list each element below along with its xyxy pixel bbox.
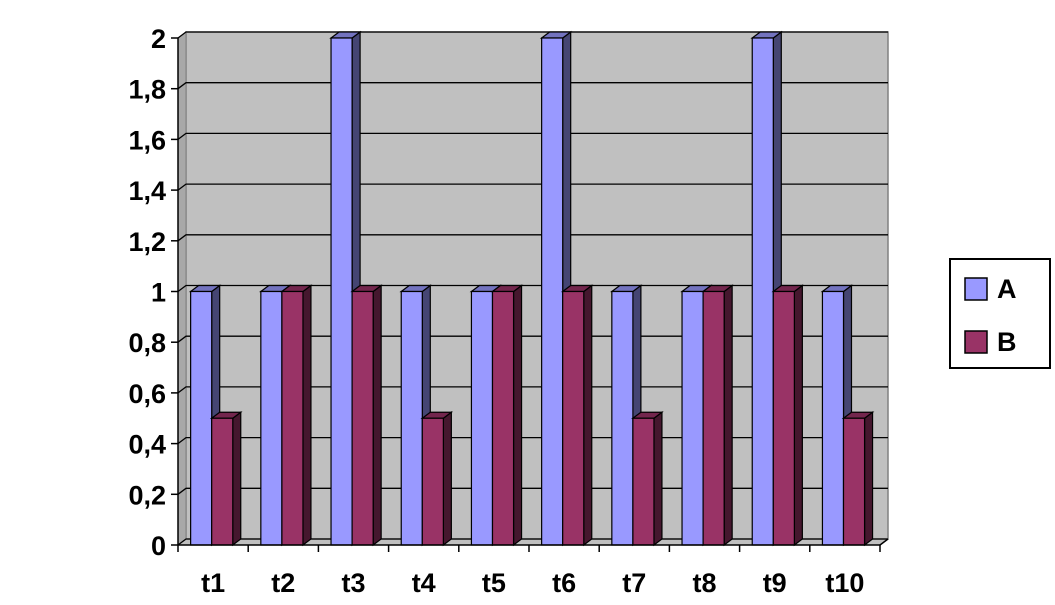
x-tick-label: t2 bbox=[271, 568, 295, 598]
bar-front bbox=[562, 290, 585, 546]
x-tick-label: t9 bbox=[763, 568, 787, 598]
bar-side bbox=[232, 411, 242, 547]
x-tick-label: t3 bbox=[341, 568, 365, 598]
y-tick-label: 1,2 bbox=[128, 227, 166, 257]
gridline bbox=[177, 82, 888, 90]
bar-side bbox=[723, 284, 733, 547]
bar-side bbox=[512, 284, 523, 547]
gridline bbox=[177, 284, 888, 293]
bar-front bbox=[772, 290, 795, 546]
bar-front bbox=[470, 290, 494, 546]
bar-front bbox=[702, 290, 725, 546]
bar-side bbox=[372, 284, 382, 547]
x-tick-label: t8 bbox=[692, 568, 716, 598]
bar-side bbox=[653, 411, 663, 547]
gridline bbox=[177, 386, 888, 394]
bar-front bbox=[611, 290, 634, 546]
bar-b-t8 bbox=[701, 284, 734, 547]
bar-front bbox=[751, 37, 774, 546]
bar-front bbox=[842, 417, 866, 546]
y-tick-label: 1,4 bbox=[128, 176, 166, 206]
bar-front bbox=[541, 37, 564, 546]
legend-label-a: A bbox=[997, 274, 1017, 304]
legend-label-b: B bbox=[997, 327, 1017, 357]
gridline bbox=[177, 31, 888, 39]
bar-front bbox=[190, 290, 213, 546]
bar-front bbox=[491, 290, 515, 546]
y-tick-label: 1,6 bbox=[128, 125, 166, 155]
x-tick-label: t7 bbox=[622, 568, 646, 598]
y-tick-label: 2 bbox=[151, 24, 166, 54]
bar-b-t6 bbox=[560, 284, 594, 547]
gridline bbox=[177, 335, 888, 343]
bar-b-t7 bbox=[631, 411, 664, 547]
bar-side bbox=[583, 284, 593, 547]
bar-side bbox=[302, 284, 312, 547]
bar-side bbox=[793, 284, 803, 547]
bar-front bbox=[681, 290, 704, 546]
bar-front bbox=[281, 290, 304, 546]
gridline bbox=[177, 132, 888, 140]
gridline bbox=[177, 183, 888, 191]
bar-front bbox=[632, 417, 655, 546]
bar-front bbox=[421, 417, 444, 546]
x-axis-depth-line bbox=[879, 538, 889, 546]
y-tick-label: 1,8 bbox=[128, 75, 166, 105]
axes-layer: 0 0,2 0,4 0,6 0,8 1 1,2 1,4 1,6 1,8 2 t1 t2 t3 t4 t5 t6 t… bbox=[128, 24, 889, 598]
x-tick-label: t4 bbox=[412, 568, 436, 598]
y-tick-label: 0,2 bbox=[128, 480, 166, 510]
x-tick-label: t5 bbox=[482, 568, 506, 598]
y-tick-label: 0,8 bbox=[128, 328, 166, 358]
bar-front bbox=[260, 290, 283, 546]
x-tick-label: t10 bbox=[825, 568, 864, 598]
bar-front bbox=[330, 37, 353, 546]
bar-b-t5 bbox=[490, 284, 524, 547]
bar-side bbox=[442, 411, 452, 547]
bar-side bbox=[863, 411, 874, 547]
bar-b-t10 bbox=[841, 411, 875, 547]
legend: AB bbox=[949, 258, 1051, 369]
bar-b-t2 bbox=[280, 284, 313, 547]
y-tick-label: 1 bbox=[151, 278, 166, 308]
bar-b-t1 bbox=[209, 411, 243, 547]
y-tick-label: 0,6 bbox=[128, 379, 166, 409]
bar-front bbox=[211, 417, 234, 546]
legend-swatch-b bbox=[964, 330, 988, 354]
bar-front bbox=[351, 290, 374, 546]
bar-b-t3 bbox=[350, 284, 383, 547]
y-tick-label: 0,4 bbox=[128, 430, 166, 460]
bar-front bbox=[400, 290, 423, 546]
legend-swatch-a bbox=[964, 277, 988, 301]
y-tick-label: 0 bbox=[151, 531, 166, 561]
bar-b-t4 bbox=[420, 411, 454, 547]
x-tick-label: t1 bbox=[201, 568, 225, 598]
bar-b-t9 bbox=[771, 284, 805, 547]
x-tick-label: t6 bbox=[552, 568, 576, 598]
gridline bbox=[177, 234, 888, 242]
bar-front bbox=[821, 290, 845, 546]
